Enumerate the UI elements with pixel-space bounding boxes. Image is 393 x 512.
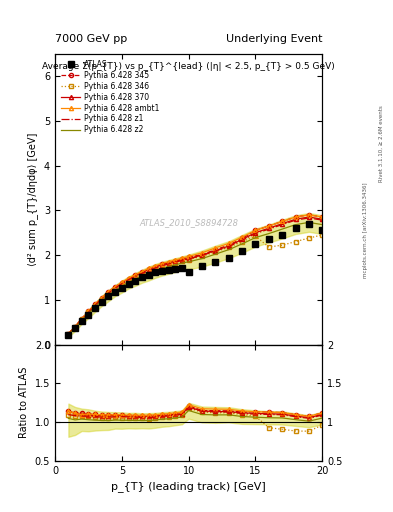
Text: Rivet 3.1.10, ≥ 2.6M events: Rivet 3.1.10, ≥ 2.6M events [379, 105, 384, 182]
X-axis label: p_{T} (leading track) [GeV]: p_{T} (leading track) [GeV] [111, 481, 266, 492]
Text: Average Σ(p_{T}) vs p_{T}^{lead} (|η| < 2.5, p_{T} > 0.5 GeV): Average Σ(p_{T}) vs p_{T}^{lead} (|η| < … [42, 62, 335, 72]
Text: Underlying Event: Underlying Event [226, 33, 322, 44]
Y-axis label: ⟨d² sum p_{T}/dηdφ⟩ [GeV]: ⟨d² sum p_{T}/dηdφ⟩ [GeV] [28, 133, 39, 266]
Text: mcplots.cern.ch [arXiv:1306.3436]: mcplots.cern.ch [arXiv:1306.3436] [363, 183, 368, 278]
Text: ATLAS_2010_S8894728: ATLAS_2010_S8894728 [139, 218, 238, 227]
Y-axis label: Ratio to ATLAS: Ratio to ATLAS [19, 367, 29, 438]
Text: 7000 GeV pp: 7000 GeV pp [55, 33, 127, 44]
Legend: ATLAS, Pythia 6.428 345, Pythia 6.428 346, Pythia 6.428 370, Pythia 6.428 ambt1,: ATLAS, Pythia 6.428 345, Pythia 6.428 34… [59, 57, 162, 137]
